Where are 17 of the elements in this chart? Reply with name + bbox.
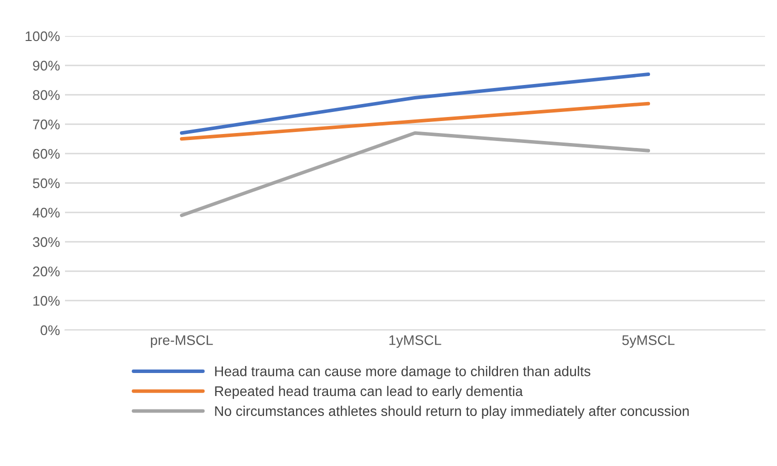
y-tick-label: 10% [33, 296, 60, 306]
legend-label: Repeated head trauma can lead to early dementia [215, 386, 523, 399]
legend-label: Head trauma can cause more damage to children than adults [215, 366, 590, 379]
y-tick-label: 0% [40, 325, 60, 336]
y-tick-label: 50% [32, 178, 60, 188]
y-tick-label: 60% [33, 148, 60, 159]
legend-label: No circumstances athletes should return to play immediately after concussion [215, 406, 689, 419]
y-tick-label: 100% [26, 31, 60, 42]
y-tick-label: 40% [32, 208, 60, 218]
x-tick-label: pre-MSCL [150, 335, 213, 348]
y-tick-label: 90% [32, 60, 60, 71]
y-tick-label: 70% [33, 120, 60, 130]
y-tick-label: 20% [33, 266, 60, 276]
y-tick-label: 30% [32, 237, 60, 247]
x-tick-label: 1yMSCL [389, 335, 442, 348]
y-tick-label: 80% [32, 90, 60, 100]
x-tick-label: 5yMSCL [622, 335, 674, 348]
